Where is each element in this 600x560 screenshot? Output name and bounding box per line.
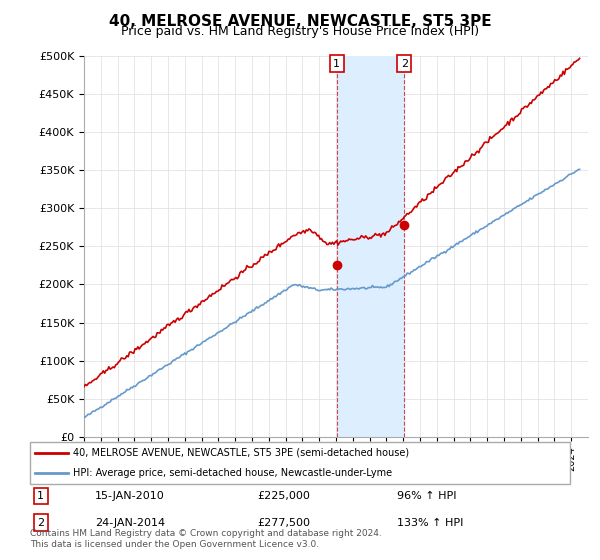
Text: £277,500: £277,500 <box>257 517 310 528</box>
Text: 1: 1 <box>37 491 44 501</box>
Text: 2: 2 <box>401 59 408 69</box>
Text: HPI: Average price, semi-detached house, Newcastle-under-Lyme: HPI: Average price, semi-detached house,… <box>73 468 392 478</box>
Bar <box>337 56 404 437</box>
Text: 96% ↑ HPI: 96% ↑ HPI <box>397 491 457 501</box>
Text: Contains HM Land Registry data © Crown copyright and database right 2024.
This d: Contains HM Land Registry data © Crown c… <box>30 529 382 549</box>
Text: 40, MELROSE AVENUE, NEWCASTLE, ST5 3PE: 40, MELROSE AVENUE, NEWCASTLE, ST5 3PE <box>109 14 491 29</box>
Text: Price paid vs. HM Land Registry's House Price Index (HPI): Price paid vs. HM Land Registry's House … <box>121 25 479 38</box>
Text: 1: 1 <box>333 59 340 69</box>
FancyBboxPatch shape <box>30 442 570 484</box>
Text: 15-JAN-2010: 15-JAN-2010 <box>95 491 164 501</box>
Text: £225,000: £225,000 <box>257 491 310 501</box>
Text: 2: 2 <box>37 517 44 528</box>
Text: 133% ↑ HPI: 133% ↑ HPI <box>397 517 464 528</box>
Text: 24-JAN-2014: 24-JAN-2014 <box>95 517 165 528</box>
Text: 40, MELROSE AVENUE, NEWCASTLE, ST5 3PE (semi-detached house): 40, MELROSE AVENUE, NEWCASTLE, ST5 3PE (… <box>73 448 409 458</box>
